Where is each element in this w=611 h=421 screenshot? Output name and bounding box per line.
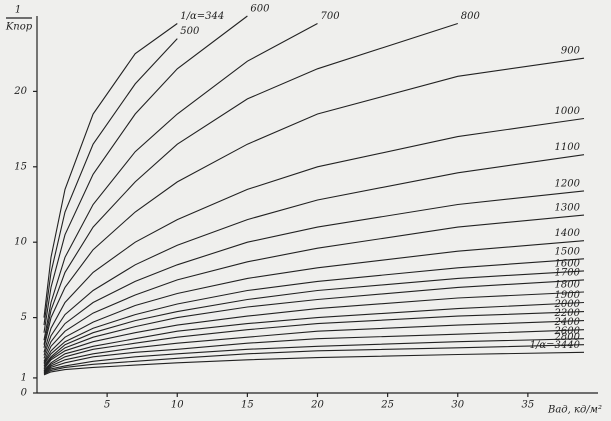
x-tick-label: 15 — [241, 400, 254, 411]
curve — [43, 240, 585, 364]
y-tick-label: 5 — [21, 312, 27, 323]
curve — [43, 320, 585, 373]
y-tick-label: 1 — [21, 372, 27, 383]
curve — [43, 329, 585, 374]
curve-label: 800 — [461, 11, 481, 22]
curve-label: 900 — [561, 46, 581, 57]
curve-label: 1100 — [555, 142, 581, 153]
x-tick-label: 25 — [380, 400, 394, 411]
curve-label: 1800 — [555, 279, 581, 290]
y-label-numerator: 1 — [15, 5, 21, 16]
curve-label: 1000 — [555, 106, 581, 117]
curve-label: 1900 — [555, 290, 581, 301]
curve-label: 1300 — [555, 203, 581, 214]
x-tick-label: 35 — [522, 400, 535, 411]
x-tick-label: 10 — [171, 400, 184, 411]
curve — [43, 23, 178, 318]
y-tick-label: 20 — [13, 86, 27, 97]
curve-label: 1/α=3440 — [530, 340, 581, 351]
curve — [43, 291, 585, 370]
curve-label: 1400 — [555, 228, 581, 239]
curve — [43, 15, 248, 333]
curve — [43, 214, 585, 362]
curve-label: 2200 — [554, 308, 581, 319]
curve — [43, 57, 585, 348]
curve — [43, 258, 585, 365]
curve-label: 2600 — [554, 326, 581, 337]
y-tick-label: 10 — [14, 237, 27, 248]
curve — [43, 117, 585, 353]
x-label: Bад, кд/м² — [547, 405, 602, 416]
curve-label: 2000 — [554, 299, 581, 310]
x-tick-label: 5 — [104, 400, 110, 411]
curve — [43, 338, 585, 374]
curve-label: 500 — [180, 26, 200, 37]
curve-label: 1/α=344 — [180, 11, 224, 22]
curve-label: 2800 — [554, 332, 581, 343]
curve — [43, 154, 585, 356]
curve — [43, 311, 585, 372]
curve — [43, 351, 585, 376]
x-tick-label: 20 — [310, 400, 324, 411]
curve-label: 700 — [321, 11, 341, 22]
y-label-denominator: Kпор — [5, 22, 33, 33]
curve-label: 600 — [250, 4, 270, 15]
curve — [43, 38, 178, 326]
curve — [43, 23, 318, 341]
x-tick-label: 30 — [451, 400, 464, 411]
curve — [43, 190, 585, 359]
curve — [43, 270, 585, 367]
curve-label: 2400 — [554, 317, 581, 328]
curve-label: 1700 — [555, 267, 581, 278]
y-tick-label: 0 — [21, 388, 28, 399]
curve — [43, 279, 585, 368]
curve — [43, 22, 458, 345]
y-tick-label: 15 — [14, 161, 27, 172]
curve — [43, 344, 585, 375]
curve-label: 1600 — [555, 258, 581, 269]
curve-label: 1200 — [555, 178, 581, 189]
curve — [43, 301, 585, 371]
curve-label: 1500 — [555, 246, 581, 257]
